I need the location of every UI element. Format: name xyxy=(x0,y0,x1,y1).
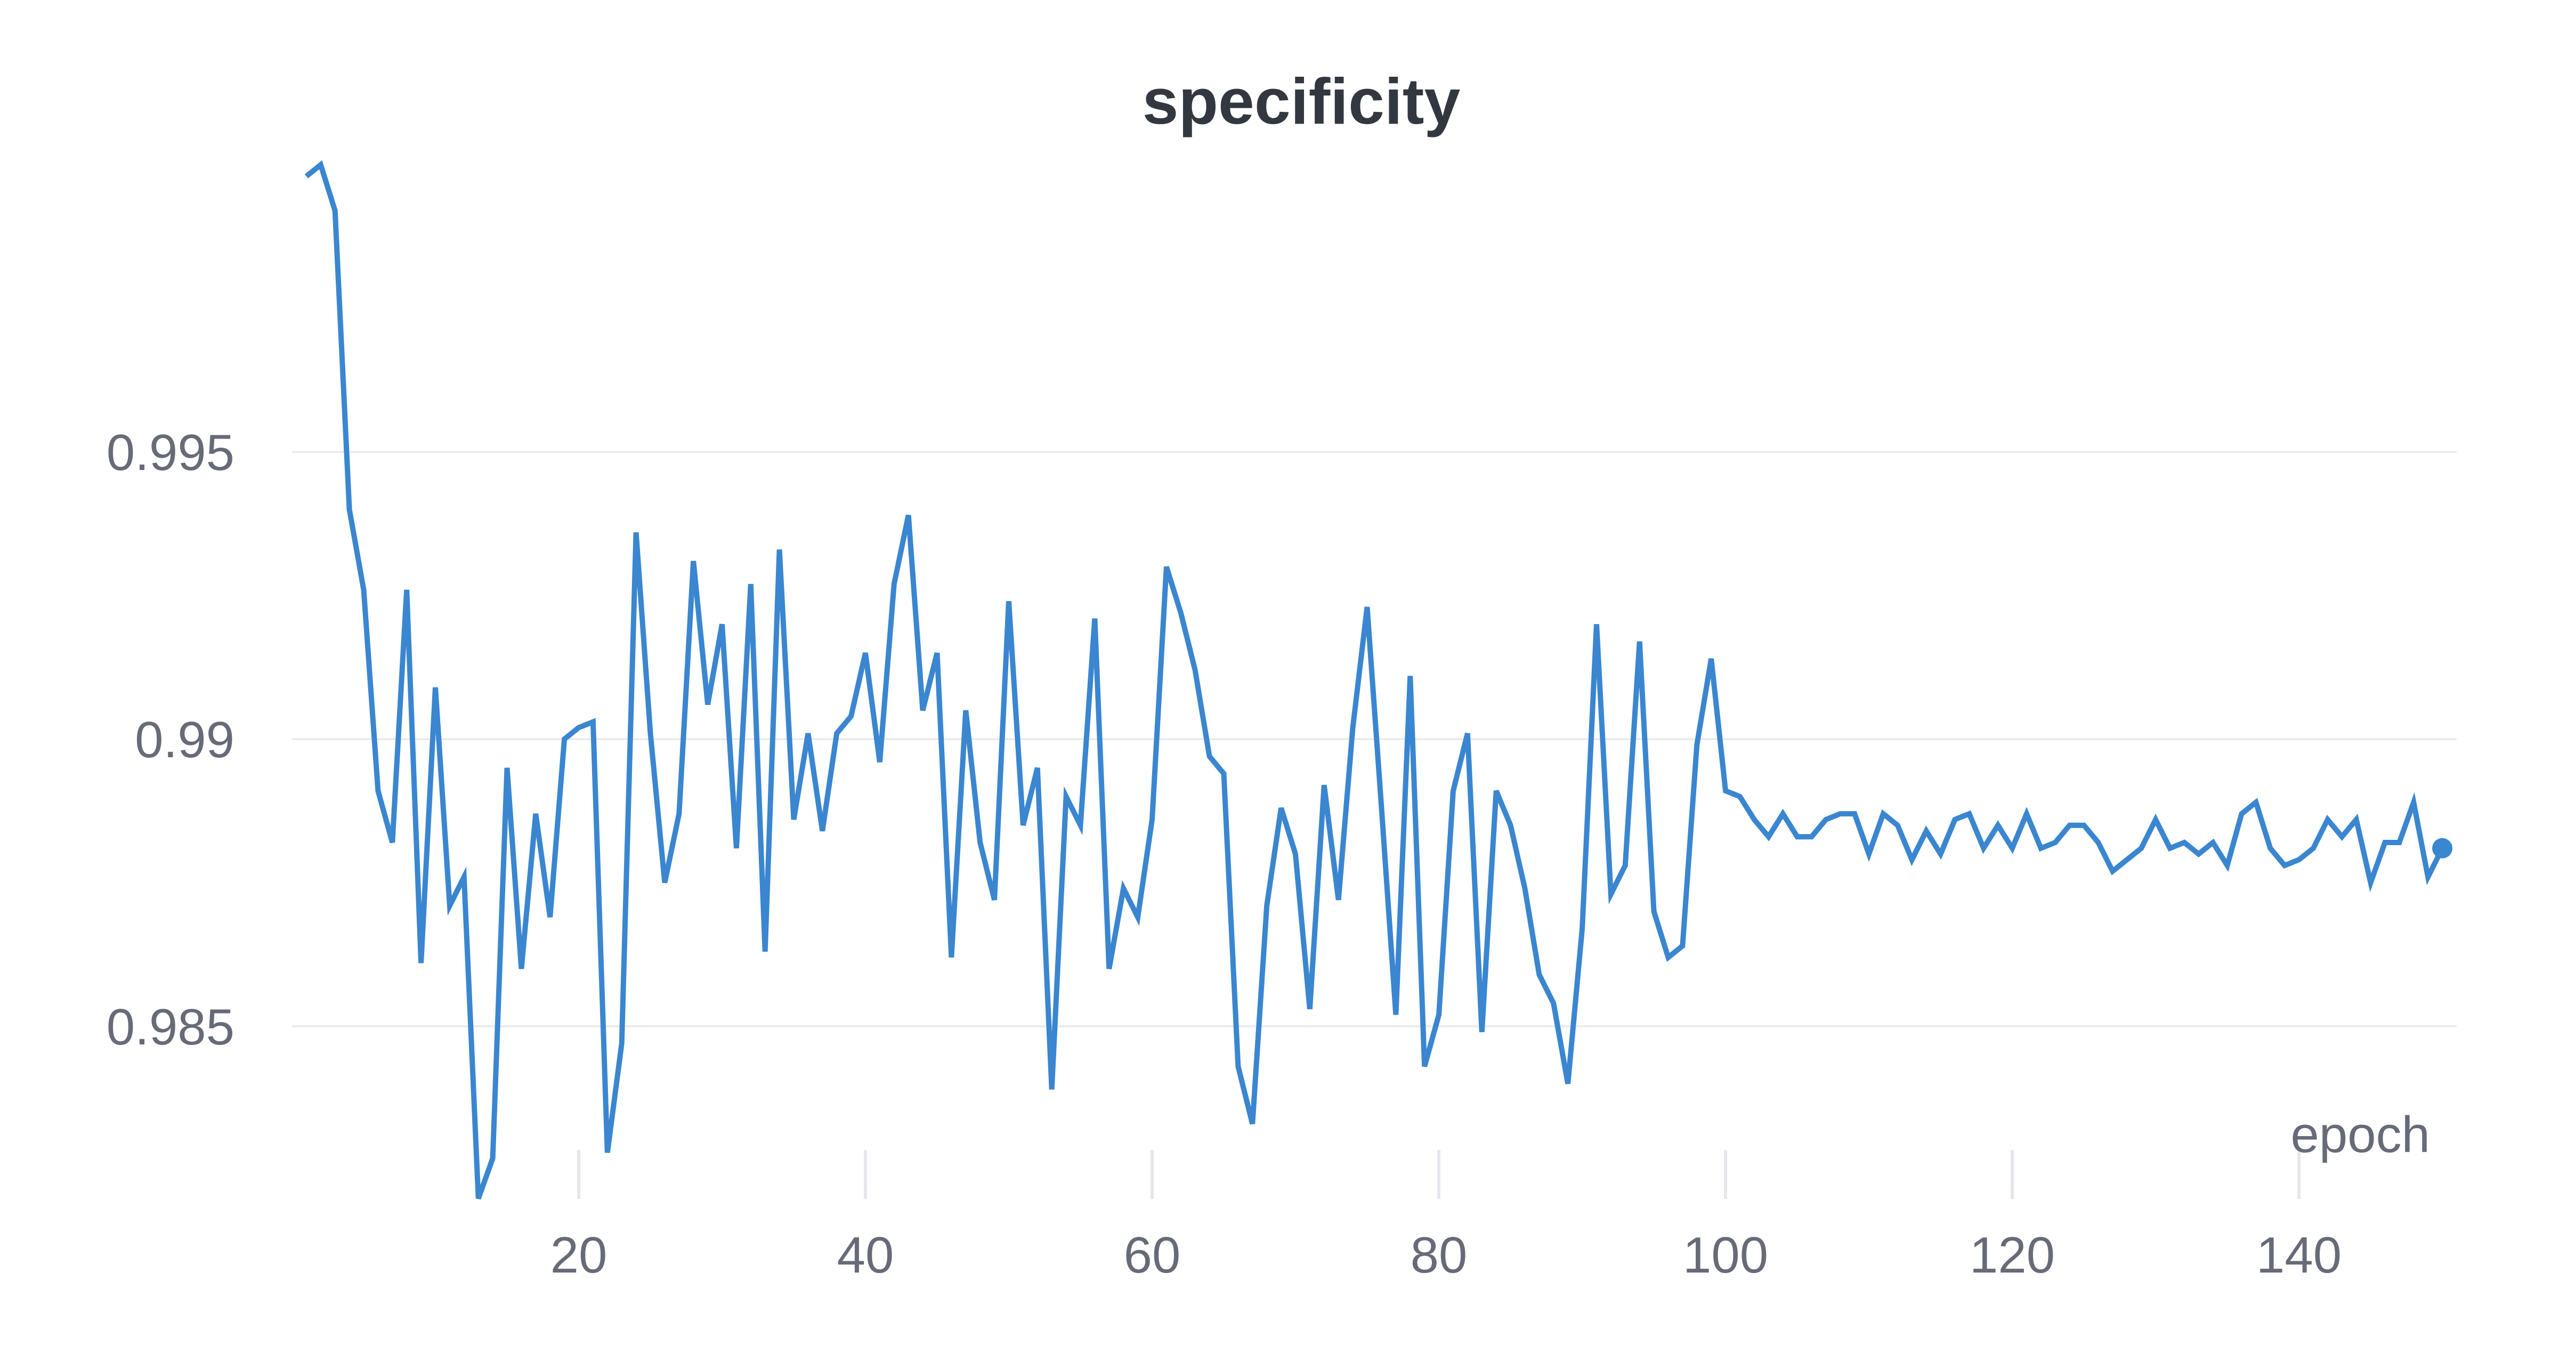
chart-title: specificity xyxy=(1143,65,1461,137)
x-tick-label: 140 xyxy=(2256,1227,2342,1284)
x-tick-labels: 20 40 60 80 100 120 140 xyxy=(550,1227,2342,1284)
y-tick-label: 0.985 xyxy=(107,999,234,1056)
x-tick-label: 60 xyxy=(1124,1227,1181,1284)
x-tick-label: 100 xyxy=(1683,1227,1768,1284)
x-tick-label: 20 xyxy=(550,1227,607,1284)
x-axis-label: epoch xyxy=(2290,1106,2430,1163)
y-tick-label: 0.995 xyxy=(107,424,234,481)
x-tick-marks xyxy=(577,1150,2301,1199)
series-last-point xyxy=(2432,838,2453,858)
y-tick-label: 0.99 xyxy=(135,711,234,768)
x-tick-label: 120 xyxy=(1970,1227,2055,1284)
x-tick-label: 40 xyxy=(837,1227,894,1284)
series-line xyxy=(304,160,2445,1200)
series-layer xyxy=(304,160,2453,1200)
x-tick-label: 80 xyxy=(1411,1227,1468,1284)
y-tick-labels: 0.985 0.99 0.995 xyxy=(107,424,234,1056)
